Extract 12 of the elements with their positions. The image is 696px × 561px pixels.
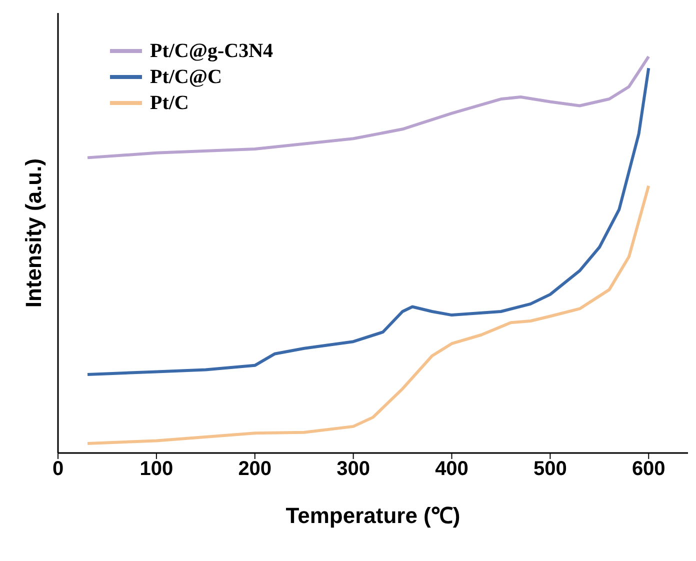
x-tick-label: 300 [336,458,370,480]
x-axis-title: Temperature (℃) [286,503,460,528]
x-tick-label: 200 [238,458,272,480]
x-tick-label: 600 [632,458,666,480]
legend-label: Pt/C@C [150,66,222,88]
x-tick-label: 0 [52,458,64,480]
x-tick-label: 100 [140,458,174,480]
legend-label: Pt/C@g-C3N4 [150,40,274,62]
legend-label: Pt/C [150,92,189,114]
x-tick-label: 500 [534,458,567,480]
y-axis-title: Intensity (a.u.) [20,158,46,308]
x-tick-label: 400 [435,458,468,480]
